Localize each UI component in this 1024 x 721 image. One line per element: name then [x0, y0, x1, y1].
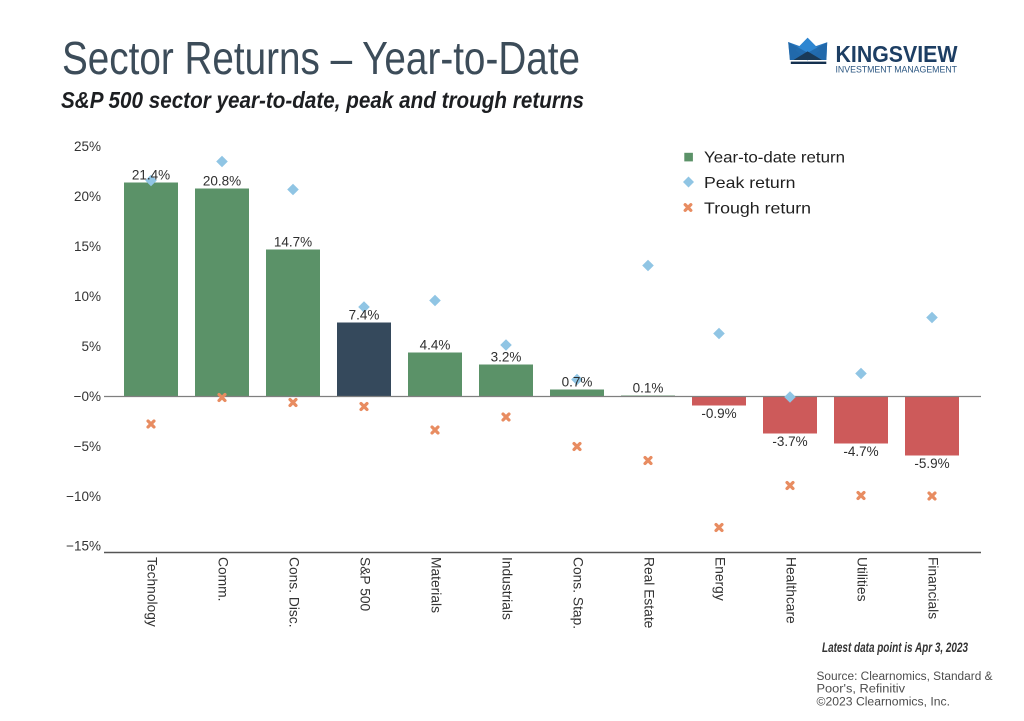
svg-text:Industrials: Industrials — [500, 557, 515, 620]
svg-text:−5%: −5% — [74, 439, 101, 454]
svg-text:Sector Returns – Year-to-Date: Sector Returns – Year-to-Date — [62, 32, 580, 84]
svg-text:Real Estate: Real Estate — [642, 557, 657, 629]
svg-text:Materials: Materials — [429, 557, 444, 613]
svg-text:©2023 Clearnomics, Inc.: ©2023 Clearnomics, Inc. — [817, 696, 951, 708]
svg-text:Peak return: Peak return — [704, 175, 796, 192]
svg-text:-3.7%: -3.7% — [772, 434, 807, 449]
svg-text:Source: Clearnomics, Standard: Source: Clearnomics, Standard & — [817, 671, 993, 683]
svg-text:Year-to-date return: Year-to-date return — [704, 150, 845, 167]
svg-text:21.4%: 21.4% — [132, 168, 170, 183]
svg-text:15%: 15% — [74, 239, 101, 254]
svg-text:0.1%: 0.1% — [633, 381, 664, 396]
svg-text:KINGSVIEW: KINGSVIEW — [836, 41, 958, 67]
svg-text:25%: 25% — [74, 139, 101, 154]
svg-text:Energy: Energy — [713, 557, 728, 601]
svg-text:Cons. Disc.: Cons. Disc. — [287, 557, 302, 628]
svg-text:Financials: Financials — [926, 557, 941, 619]
svg-text:10%: 10% — [74, 289, 101, 304]
svg-text:Utilities: Utilities — [855, 557, 870, 602]
svg-text:S&P 500 sector year-to-date, p: S&P 500 sector year-to-date, peak and tr… — [61, 87, 584, 113]
svg-text:INVESTMENT MANAGEMENT: INVESTMENT MANAGEMENT — [836, 64, 958, 74]
svg-text:Healthcare: Healthcare — [784, 557, 799, 624]
svg-text:-5.9%: -5.9% — [914, 456, 949, 471]
svg-text:5%: 5% — [81, 339, 101, 354]
svg-text:Cons. Stap.: Cons. Stap. — [571, 557, 586, 629]
svg-text:0.7%: 0.7% — [562, 375, 593, 390]
svg-text:S&P 500: S&P 500 — [358, 557, 373, 612]
svg-text:14.7%: 14.7% — [274, 235, 312, 250]
svg-text:4.4%: 4.4% — [420, 338, 451, 353]
svg-text:−15%: −15% — [66, 539, 101, 554]
svg-text:Technology: Technology — [145, 557, 160, 627]
svg-text:20.8%: 20.8% — [203, 174, 241, 189]
svg-text:−10%: −10% — [66, 489, 101, 504]
svg-text:7.4%: 7.4% — [349, 308, 380, 323]
svg-text:Poor's, Refinitiv: Poor's, Refinitiv — [817, 684, 906, 696]
svg-text:Trough return: Trough return — [704, 201, 811, 218]
svg-text:-4.7%: -4.7% — [843, 444, 878, 459]
svg-text:Latest data point is Apr 3, 20: Latest data point is Apr 3, 2023 — [822, 640, 968, 655]
svg-text:Comm.: Comm. — [216, 557, 231, 601]
svg-text:20%: 20% — [74, 189, 101, 204]
svg-text:−0%: −0% — [74, 389, 101, 404]
svg-text:-0.9%: -0.9% — [701, 406, 736, 421]
svg-text:3.2%: 3.2% — [491, 350, 522, 365]
